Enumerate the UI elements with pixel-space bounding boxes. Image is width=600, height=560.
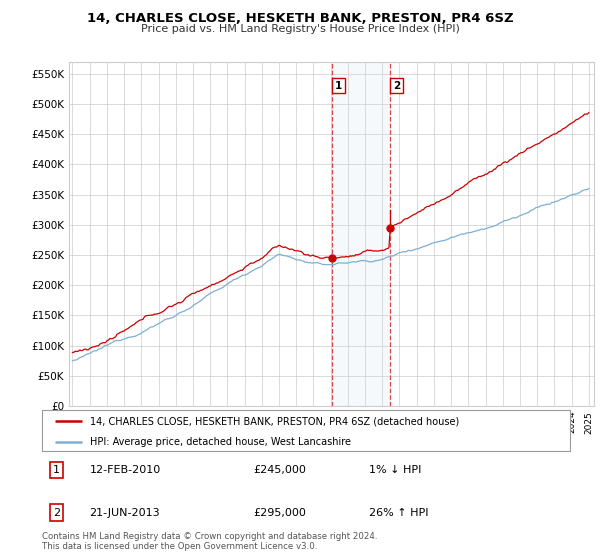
Text: HPI: Average price, detached house, West Lancashire: HPI: Average price, detached house, West… [89,437,350,447]
Text: 2: 2 [393,81,400,91]
Text: 12-FEB-2010: 12-FEB-2010 [89,465,161,475]
Bar [332,62,391,406]
Text: £295,000: £295,000 [253,507,306,517]
Text: 2: 2 [53,507,61,517]
Text: 14, CHARLES CLOSE, HESKETH BANK, PRESTON, PR4 6SZ (detached house): 14, CHARLES CLOSE, HESKETH BANK, PRESTON… [89,417,459,426]
FancyBboxPatch shape [42,410,570,451]
Text: 1% ↓ HPI: 1% ↓ HPI [370,465,422,475]
Text: 1: 1 [53,465,60,475]
Text: 26% ↑ HPI: 26% ↑ HPI [370,507,429,517]
Text: 14, CHARLES CLOSE, HESKETH BANK, PRESTON, PR4 6SZ: 14, CHARLES CLOSE, HESKETH BANK, PRESTON… [86,12,514,25]
Text: 1: 1 [335,81,342,91]
Text: Price paid vs. HM Land Registry's House Price Index (HPI): Price paid vs. HM Land Registry's House … [140,24,460,34]
Text: Contains HM Land Registry data © Crown copyright and database right 2024.
This d: Contains HM Land Registry data © Crown c… [42,532,377,552]
Text: £245,000: £245,000 [253,465,306,475]
Text: 21-JUN-2013: 21-JUN-2013 [89,507,160,517]
